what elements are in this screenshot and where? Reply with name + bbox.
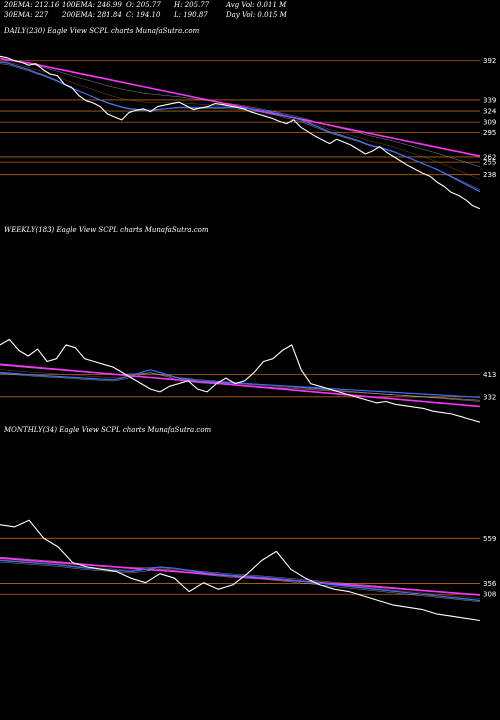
- daily-level-label: 392: [483, 57, 496, 65]
- header-100ema: 100EMA: 246.99: [62, 1, 122, 9]
- weekly-level-label: 413: [483, 371, 496, 379]
- header-close: C: 194.10: [126, 11, 161, 19]
- monthly-level-label: 356: [483, 580, 497, 588]
- daily-level-label: 262: [483, 153, 496, 161]
- daily-level-label: 255: [483, 159, 496, 167]
- header-30ema: 30EMA: 227: [4, 11, 49, 19]
- daily-ema-slow-line: [0, 57, 481, 157]
- monthly-ma-band-line: [0, 561, 481, 603]
- weekly-ma-band-line: [0, 372, 481, 401]
- monthly-level-label: 308: [483, 591, 496, 599]
- daily-ma-band-line: [0, 57, 481, 168]
- daily-level-label: 309: [483, 119, 496, 127]
- daily-price-line: [0, 55, 481, 210]
- monthly-price-line: [0, 519, 481, 622]
- weekly-chart: 413 332: [0, 338, 496, 423]
- monthly-chart: 559 356 308: [0, 519, 497, 622]
- daily-ema-fast-line: [0, 61, 481, 193]
- weekly-level-label: 332: [483, 393, 496, 401]
- daily-level-label: 295: [483, 129, 496, 137]
- daily-panel-label: DAILY(230) Eagle View SCPL charts Munafa…: [4, 27, 200, 35]
- daily-level-label: 238: [483, 171, 496, 179]
- header-avg-vol: Avg Vol: 0.011 M: [226, 1, 287, 9]
- monthly-ema-fast-line: [0, 559, 481, 602]
- daily-level-label: 339: [483, 96, 496, 104]
- daily-level-label: 324: [483, 108, 497, 116]
- weekly-panel-label: WEEKLY(183) Eagle View SCPL charts Munaf…: [4, 226, 209, 234]
- header-low: L: 190.87: [174, 11, 208, 19]
- header-day-vol: Day Vol: 0.015 M: [226, 11, 287, 19]
- header-200ema: 200EMA: 281.84: [62, 11, 122, 19]
- header-open: O: 205.77: [126, 1, 161, 9]
- monthly-level-label: 559: [483, 535, 496, 543]
- weekly-ema-slow-line: [0, 363, 481, 408]
- header-20ema: 20EMA: 212.16: [4, 1, 60, 9]
- monthly-panel-label: MONTHLY(34) Eagle View SCPL charts Munaf…: [4, 426, 212, 434]
- header-high: H: 205.77: [174, 1, 210, 9]
- daily-ma-band-line: [0, 60, 481, 180]
- weekly-ema-fast-line: [0, 369, 481, 398]
- weekly-price-line: [0, 338, 481, 423]
